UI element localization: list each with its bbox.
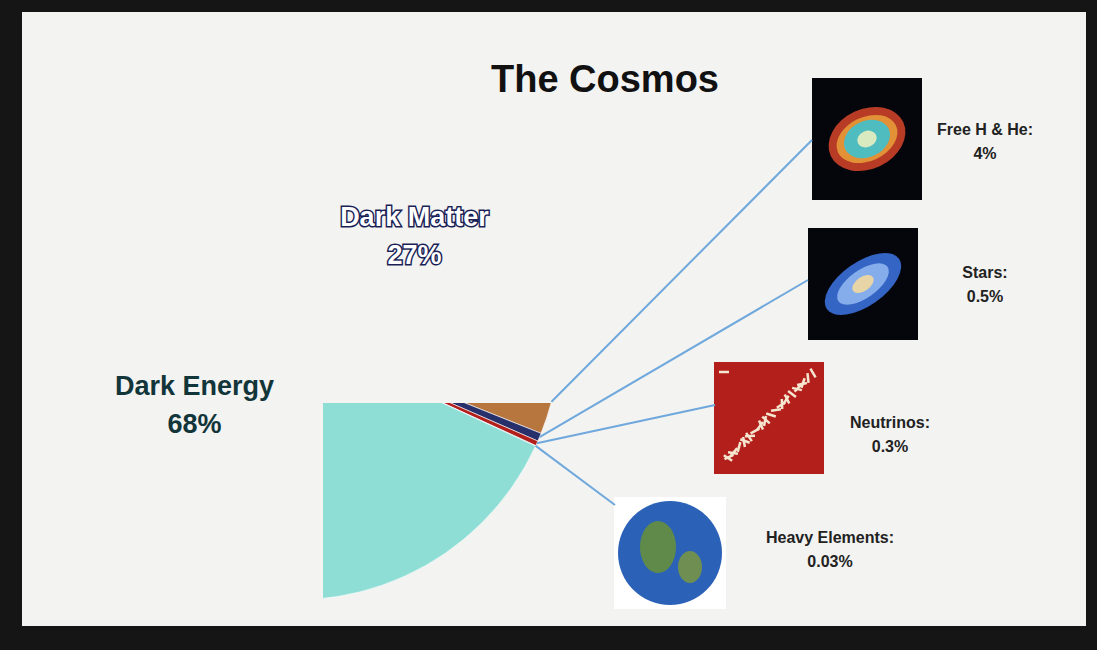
data-label: 27%	[387, 240, 441, 270]
slice-label: Dark Energy	[115, 371, 274, 401]
icons	[614, 78, 922, 609]
icon-shape	[771, 409, 781, 410]
icon-frame	[808, 228, 918, 340]
icon-shape	[818, 95, 916, 183]
icon-frame	[812, 78, 922, 200]
icon-shape	[766, 414, 776, 417]
icon-shape	[783, 396, 788, 404]
icon-shape	[797, 383, 807, 385]
screen	[22, 12, 1086, 626]
icon	[812, 78, 922, 200]
frame	[0, 0, 1097, 650]
icon	[808, 228, 918, 340]
leader-lines	[536, 140, 812, 505]
icon-shape	[738, 442, 741, 452]
data-label: 0.3%	[872, 438, 908, 455]
category-label: Heavy Elements:	[766, 529, 894, 546]
data-label: 0.03%	[807, 553, 852, 570]
icon-shape	[855, 128, 880, 151]
icon-shape	[728, 452, 738, 454]
leader-line	[537, 405, 715, 443]
data-label: 0.5%	[967, 288, 1003, 305]
chart: The Cosmos Dark Matter 27% Dark Energy 68% Fr…	[0, 0, 1097, 650]
icon-shape	[618, 501, 722, 605]
icon-shape	[792, 388, 802, 390]
icon	[714, 362, 824, 474]
category-label: Stars:	[962, 264, 1007, 281]
icon-shape	[814, 241, 911, 328]
data-label: 4%	[973, 145, 996, 162]
slice	[323, 403, 536, 600]
icon-shape	[640, 521, 676, 573]
pie	[323, 403, 560, 600]
icon-shape	[810, 369, 815, 378]
icon-shape	[838, 113, 897, 166]
icon-frame	[614, 497, 726, 609]
icon	[614, 497, 726, 609]
slice-label: Dark Matter	[340, 202, 489, 232]
icon-shape	[724, 455, 732, 461]
icon-frame	[714, 362, 824, 474]
title: The Cosmos	[491, 58, 719, 100]
icon-shape	[719, 371, 729, 374]
leader-line	[551, 140, 812, 402]
data-label: 68%	[168, 409, 222, 439]
icon-shape	[757, 422, 763, 430]
icon-shape	[678, 551, 702, 583]
icon-shape	[849, 271, 877, 296]
leader-line	[536, 446, 615, 505]
icon-shape	[746, 433, 752, 441]
category-label: Neutrinos:	[850, 414, 930, 431]
icon-shape	[807, 373, 808, 383]
category-label: Free H & He:	[937, 121, 1033, 138]
icon-shape	[743, 437, 745, 447]
icon-shape	[764, 416, 766, 426]
icon-shape	[829, 106, 906, 173]
icon-shape	[830, 255, 895, 312]
